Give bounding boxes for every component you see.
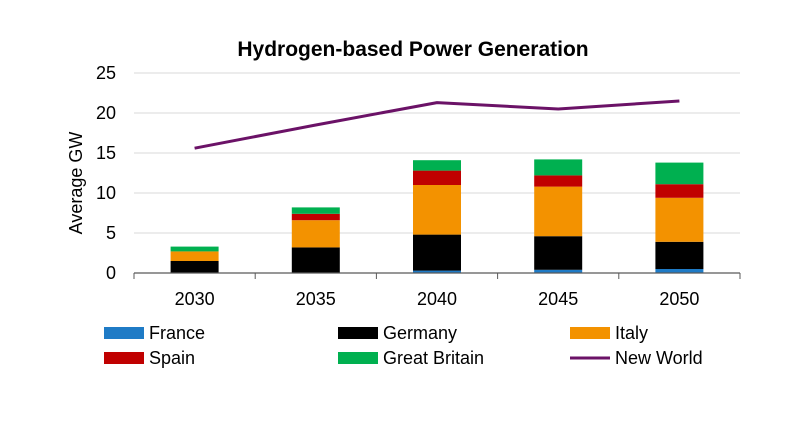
x-tick-label: 2050 bbox=[659, 289, 699, 309]
y-tick-label: 20 bbox=[96, 103, 116, 123]
bar-great-britain bbox=[413, 160, 461, 171]
bar-great-britain bbox=[534, 159, 583, 176]
bar-great-britain bbox=[291, 207, 340, 214]
legend-label-great-britain: Great Britain bbox=[383, 348, 484, 368]
bar-germany bbox=[534, 236, 583, 270]
chart-title: Hydrogen-based Power Generation bbox=[237, 38, 588, 61]
legend-label-spain: Spain bbox=[149, 348, 195, 368]
bar-spain bbox=[291, 213, 340, 221]
bar-france bbox=[534, 269, 583, 273]
bar-italy bbox=[291, 220, 340, 248]
bar-germany bbox=[413, 234, 461, 271]
y-tick-label: 25 bbox=[96, 63, 116, 83]
bar-italy bbox=[534, 186, 583, 237]
legend-swatch-germany bbox=[338, 327, 378, 339]
gridlines bbox=[134, 72, 740, 234]
bar-france bbox=[413, 270, 461, 273]
bar-spain bbox=[655, 184, 704, 198]
bar-germany bbox=[170, 261, 219, 273]
line-series bbox=[194, 99, 680, 150]
bar-italy bbox=[170, 251, 219, 261]
legend-swatch-france bbox=[104, 327, 144, 339]
legend-swatch-spain bbox=[104, 352, 144, 364]
bar-italy bbox=[413, 185, 461, 235]
legend-swatch-great-britain bbox=[338, 352, 378, 364]
bar-spain bbox=[413, 170, 461, 185]
legend-label-new-world: New World bbox=[615, 348, 703, 368]
x-tick-label: 2035 bbox=[296, 289, 336, 309]
x-tick-label: 2030 bbox=[175, 289, 215, 309]
line-new-world bbox=[194, 99, 680, 150]
y-tick-label: 5 bbox=[106, 223, 116, 243]
bar-spain bbox=[534, 175, 583, 187]
x-tick-label: 2040 bbox=[417, 289, 457, 309]
bar-germany bbox=[291, 247, 340, 273]
y-tick-label: 15 bbox=[96, 143, 116, 163]
bar-germany bbox=[655, 241, 704, 269]
bar-great-britain bbox=[655, 162, 704, 185]
legend-label-italy: Italy bbox=[615, 323, 648, 343]
y-axis-label: Average GW bbox=[66, 132, 86, 235]
legend: France Germany Italy Spain Great Britain New … bbox=[104, 323, 703, 368]
legend-swatch-italy bbox=[570, 327, 610, 339]
legend-label-germany: Germany bbox=[383, 323, 457, 343]
bar-italy bbox=[655, 197, 704, 242]
y-tick-label: 10 bbox=[96, 183, 116, 203]
x-tick-label: 2045 bbox=[538, 289, 578, 309]
y-tick-label: 0 bbox=[106, 263, 116, 283]
bar-great-britain bbox=[170, 246, 219, 252]
bar-france bbox=[655, 269, 704, 273]
bars bbox=[170, 159, 704, 273]
legend-label-france: France bbox=[149, 323, 205, 343]
